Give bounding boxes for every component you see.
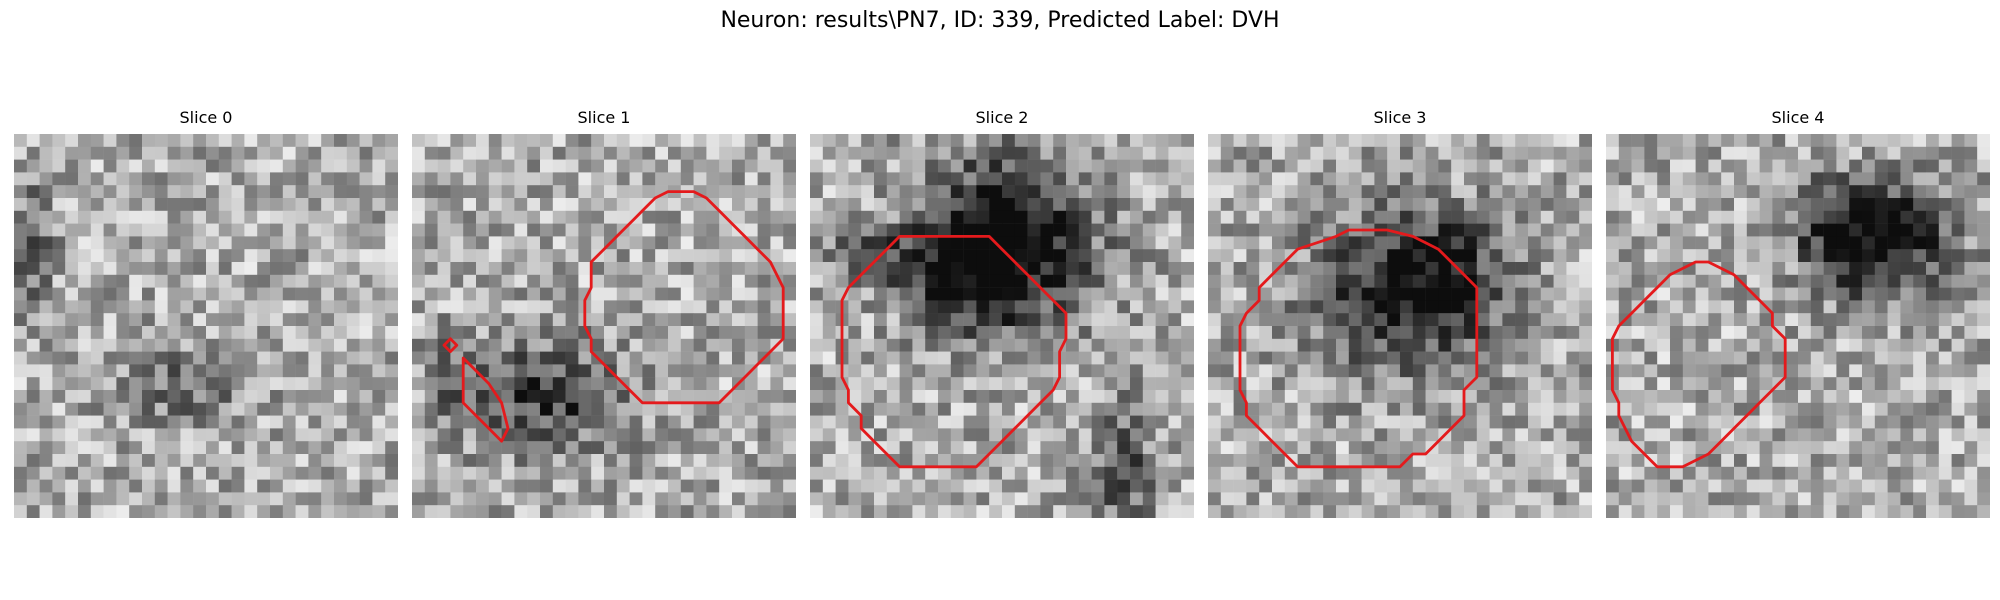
roi-contour: [1238, 228, 1479, 469]
slice-title: Slice 3: [1373, 108, 1427, 127]
slice-title: Slice 1: [577, 108, 631, 127]
slice-image: [412, 134, 796, 518]
pixel-grid: [14, 134, 398, 518]
pixel-grid: [1208, 134, 1592, 518]
slice-title: Slice 0: [179, 108, 233, 127]
roi-contour: [583, 190, 785, 405]
roi-contour: [461, 356, 510, 443]
pixel-grid: [1606, 134, 1990, 518]
slice-title: Slice 2: [975, 108, 1029, 127]
roi-contour: [840, 234, 1068, 469]
slice-image: [1606, 134, 1990, 518]
slice-image: [1208, 134, 1592, 518]
pixel-grid: [412, 134, 796, 518]
pixel-grid: [810, 134, 1194, 518]
slice-title: Slice 4: [1771, 108, 1825, 127]
slice-image: [810, 134, 1194, 518]
roi-contour: [1610, 260, 1787, 469]
roi-contour: [442, 337, 459, 354]
figure-title: Neuron: results\PN7, ID: 339, Predicted …: [720, 8, 1280, 33]
slice-image: [14, 134, 398, 518]
